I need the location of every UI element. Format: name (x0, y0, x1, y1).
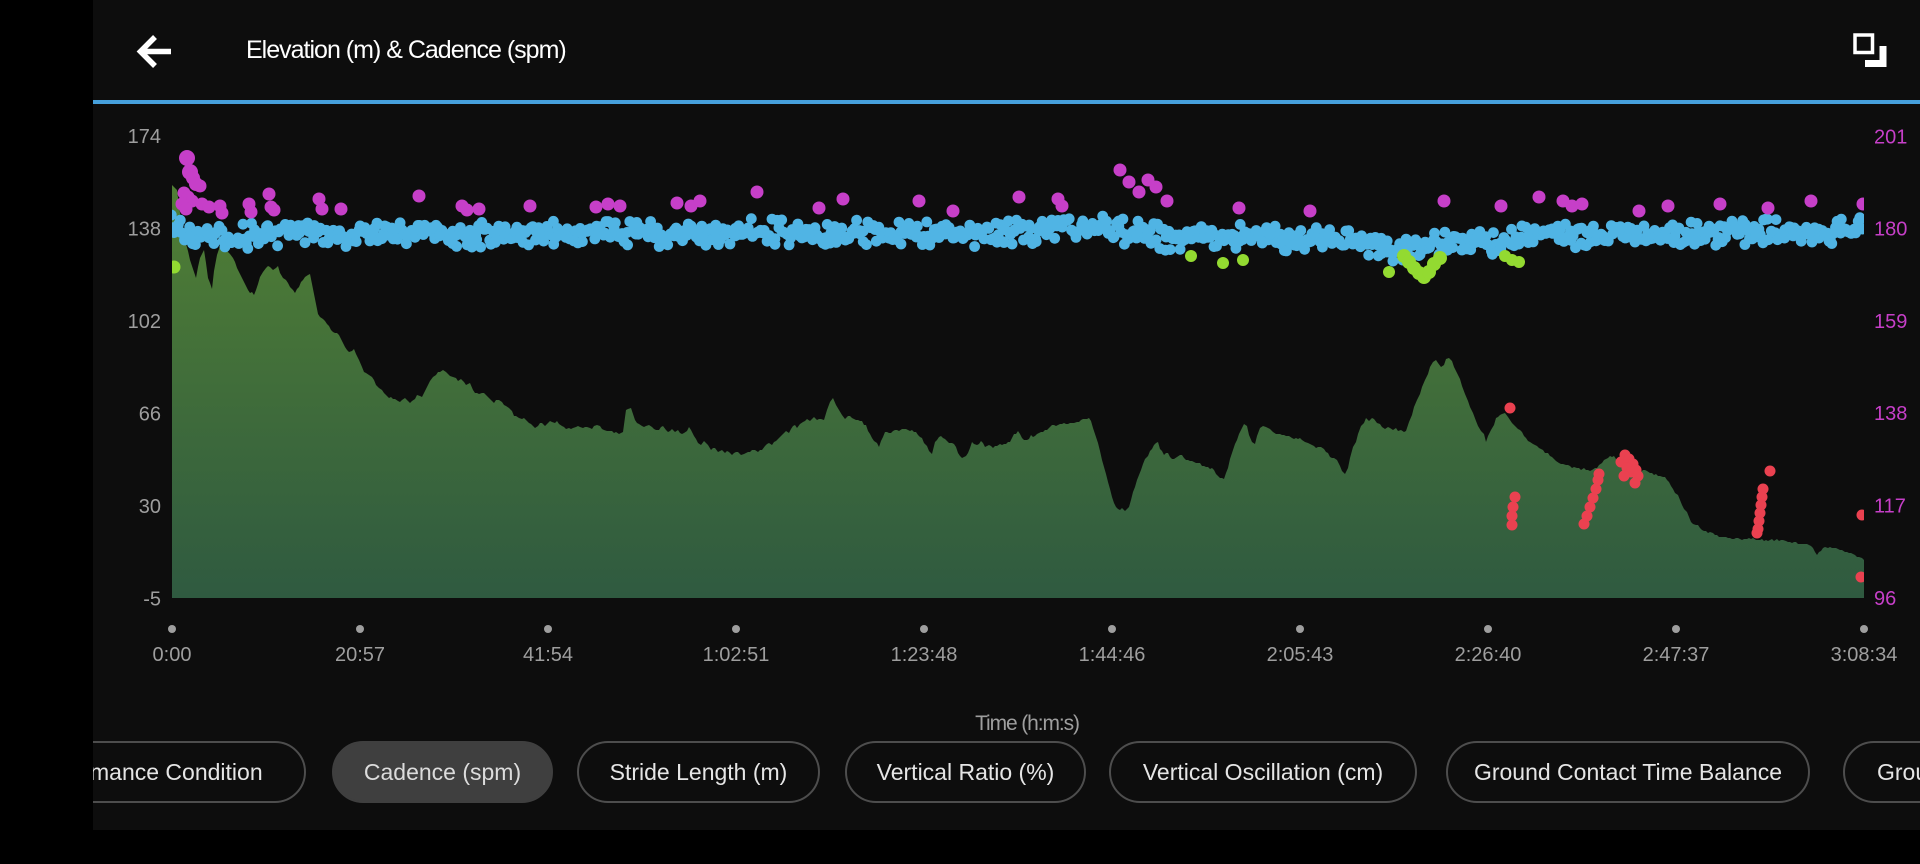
svg-text:3:08:34: 3:08:34 (1831, 644, 1898, 666)
svg-text:180: 180 (1874, 219, 1907, 241)
svg-text:2:05:43: 2:05:43 (1267, 644, 1334, 666)
svg-text:0:00: 0:00 (153, 644, 192, 666)
svg-text:138: 138 (128, 218, 161, 240)
svg-text:1:23:48: 1:23:48 (891, 644, 958, 666)
svg-text:117: 117 (1874, 496, 1906, 518)
svg-text:2:26:40: 2:26:40 (1455, 644, 1522, 666)
svg-text:1:02:51: 1:02:51 (703, 644, 770, 666)
svg-text:159: 159 (1874, 311, 1907, 333)
svg-text:2:47:37: 2:47:37 (1643, 644, 1710, 666)
svg-text:20:57: 20:57 (335, 644, 385, 666)
svg-text:138: 138 (1874, 403, 1907, 425)
svg-text:1:44:46: 1:44:46 (1079, 644, 1146, 666)
svg-text:102: 102 (128, 311, 161, 333)
svg-text:30: 30 (139, 496, 161, 518)
svg-text:66: 66 (139, 403, 161, 425)
svg-text:-5: -5 (143, 588, 161, 610)
svg-text:174: 174 (128, 126, 161, 148)
svg-text:96: 96 (1874, 588, 1896, 610)
svg-text:201: 201 (1874, 126, 1907, 148)
svg-text:41:54: 41:54 (523, 644, 573, 666)
